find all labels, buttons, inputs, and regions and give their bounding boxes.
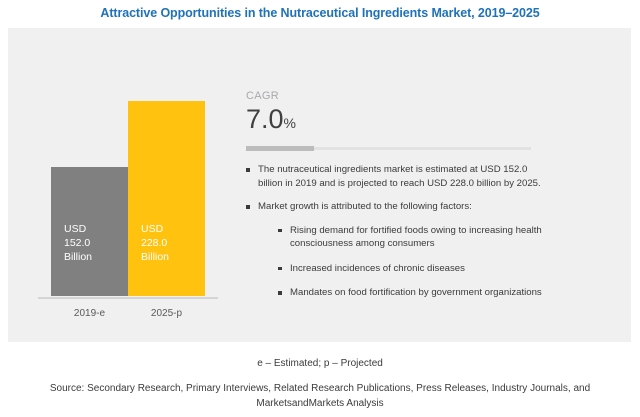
info-column: CAGR 7.0% The nutraceutical ingredients … xyxy=(246,90,626,311)
bar-value-label-2025: USD 228.0 Billion xyxy=(141,223,170,263)
bar-group: USD 152.0 Billion USD 228.0 Billion xyxy=(51,101,206,296)
x-axis-tick-labels: 2019-e 2025-p xyxy=(51,308,206,319)
bullet-chronic-diseases: Increased incidences of chronic diseases xyxy=(278,262,568,276)
cagr-value: 7.0% xyxy=(246,104,626,138)
bullet-fortified-foods: Rising demand for fortified foods owing … xyxy=(278,224,568,251)
cagr-divider xyxy=(246,146,531,151)
bullet-market-size: The nutraceutical ingredients market is … xyxy=(246,163,546,190)
bullet-food-fortification-mandates: Mandates on food fortification by govern… xyxy=(278,286,568,300)
source-note: Source: Secondary Research, Primary Inte… xyxy=(49,383,591,409)
footnote-legend: e – Estimated; p – Projected xyxy=(257,358,383,369)
content-panel: USD 152.0 Billion USD 228.0 Billion 2019… xyxy=(8,28,631,342)
x-tick-2019-e: 2019-e xyxy=(73,308,106,319)
cagr-number: 7.0 xyxy=(246,104,284,134)
bullet-list-sub: Rising demand for fortified foods owing … xyxy=(278,224,626,300)
cagr-label: CAGR xyxy=(246,90,279,102)
cagr-percent-symbol: % xyxy=(283,115,296,131)
bar-2025-p[interactable]: USD 228.0 Billion xyxy=(128,101,205,296)
x-axis-line xyxy=(38,297,218,299)
bar-chart: USD 152.0 Billion USD 228.0 Billion 2019… xyxy=(38,83,223,323)
bullet-growth-factors: Market growth is attributed to the follo… xyxy=(246,200,546,214)
bar-2019-e[interactable]: USD 152.0 Billion xyxy=(51,167,128,296)
page-title: Attractive Opportunities in the Nutraceu… xyxy=(100,6,540,20)
x-tick-2025-p: 2025-p xyxy=(150,308,183,319)
bar-value-label-2019: USD 152.0 Billion xyxy=(64,223,93,263)
bullet-list-top: The nutraceutical ingredients market is … xyxy=(246,163,626,214)
